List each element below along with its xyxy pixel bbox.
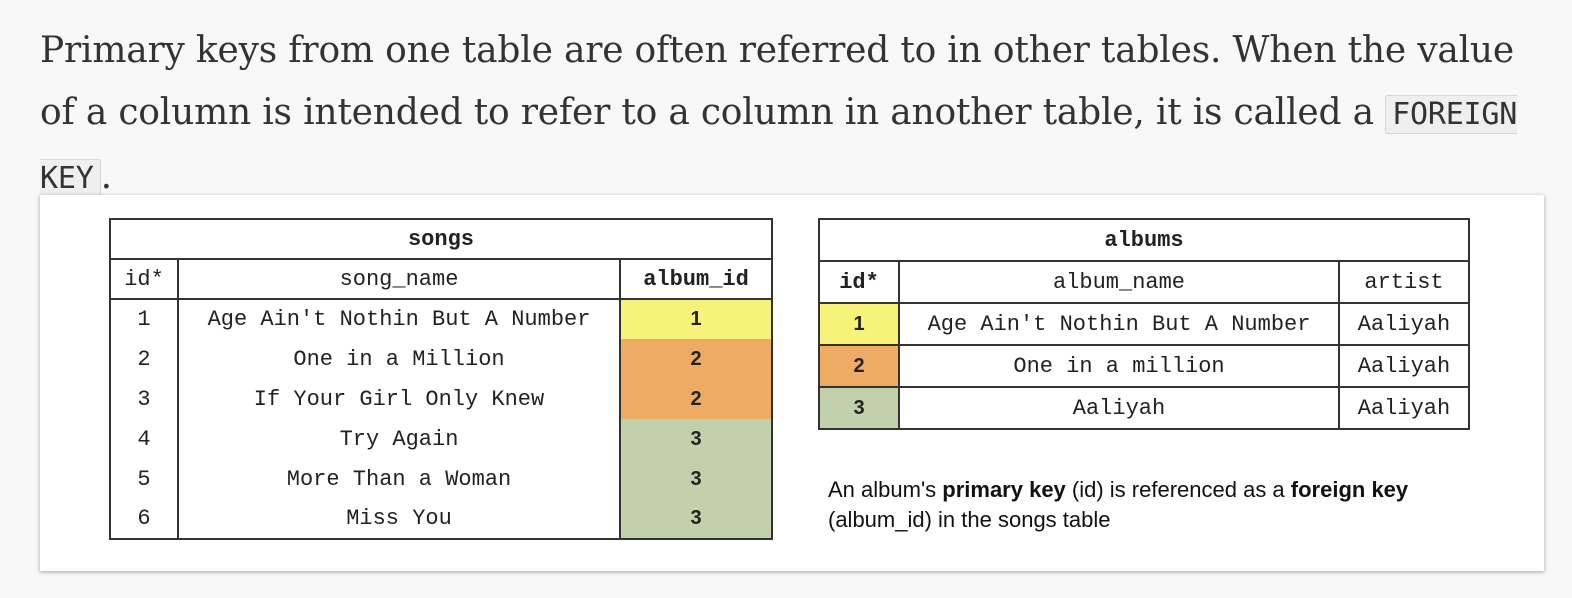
songs-cell-id: 1 (109, 298, 179, 339)
songs-cell-album-id: 3 (619, 419, 773, 459)
songs-cell-song-name: Miss You (177, 499, 621, 540)
songs-cell-id: 3 (109, 379, 179, 419)
songs-table-row: 2 One in a Million 2 (109, 339, 773, 379)
albums-table-row: 3 Aaliyah Aaliyah (818, 386, 1470, 430)
caption-text-3: (album_id) in the songs table (828, 507, 1111, 532)
songs-cell-id: 6 (109, 499, 179, 540)
songs-table-title: songs (109, 218, 773, 260)
albums-cell-album-name: Age Ain't Nothin But A Number (898, 302, 1340, 346)
songs-cell-album-id: 3 (619, 499, 773, 540)
albums-table-row: 2 One in a million Aaliyah (818, 344, 1470, 388)
songs-cell-album-id: 3 (619, 459, 773, 499)
albums-cell-id: 3 (818, 386, 900, 430)
songs-table-row: 1 Age Ain't Nothin But A Number 1 (109, 298, 773, 339)
albums-cell-artist: Aaliyah (1338, 344, 1470, 388)
albums-header-artist: artist (1338, 260, 1470, 304)
songs-cell-song-name: Age Ain't Nothin But A Number (177, 298, 621, 339)
songs-table-row: 4 Try Again 3 (109, 419, 773, 459)
songs-header-album-id: album_id (619, 258, 773, 300)
caption-text-1: An album's (828, 477, 943, 502)
songs-header-id: id* (109, 258, 179, 300)
albums-header-id: id* (818, 260, 900, 304)
songs-table-row: 3 If Your Girl Only Knew 2 (109, 379, 773, 419)
albums-cell-album-name: One in a million (898, 344, 1340, 388)
songs-cell-song-name: Try Again (177, 419, 621, 459)
songs-cell-song-name: One in a Million (177, 339, 621, 379)
albums-cell-album-name: Aaliyah (898, 386, 1340, 430)
songs-cell-song-name: If Your Girl Only Knew (177, 379, 621, 419)
songs-cell-song-name: More Than a Woman (177, 459, 621, 499)
songs-cell-id: 5 (109, 459, 179, 499)
songs-table: songs id* song_name album_id 1 Age Ain't … (109, 218, 773, 540)
intro-text-1: Primary keys from one table are often re… (40, 30, 1515, 133)
songs-cell-album-id: 2 (619, 339, 773, 379)
albums-header-album-name: album_name (898, 260, 1340, 304)
songs-cell-album-id: 1 (619, 298, 773, 339)
albums-table-body: 1 Age Ain't Nothin But A Number Aaliyah 2 On… (818, 302, 1470, 430)
albums-cell-artist: Aaliyah (1338, 386, 1470, 430)
albums-table-title: albums (818, 218, 1470, 262)
songs-table-row: 6 Miss You 3 (109, 499, 773, 540)
caption-bold-foreign-key: foreign key (1290, 477, 1409, 502)
songs-cell-album-id: 2 (619, 379, 773, 419)
figure-caption: An album's primary key (id) is reference… (828, 475, 1468, 535)
songs-cell-id: 2 (109, 339, 179, 379)
tables-figure: songs id* song_name album_id 1 Age Ain't … (40, 195, 1544, 571)
intro-text-2: . (100, 156, 112, 197)
intro-paragraph: Primary keys from one table are often re… (40, 20, 1540, 210)
songs-header-song-name: song_name (177, 258, 621, 300)
songs-table-body: 1 Age Ain't Nothin But A Number 1 2 One in a… (109, 298, 773, 540)
albums-cell-id: 2 (818, 344, 900, 388)
songs-cell-id: 4 (109, 419, 179, 459)
albums-cell-artist: Aaliyah (1338, 302, 1470, 346)
caption-text-2: (id) is referenced as a (1065, 477, 1291, 502)
caption-bold-primary-key: primary key (942, 477, 1066, 502)
songs-table-row: 5 More Than a Woman 3 (109, 459, 773, 499)
albums-table-row: 1 Age Ain't Nothin But A Number Aaliyah (818, 302, 1470, 346)
albums-table: albums id* album_name artist 1 Age Ain't … (818, 218, 1470, 430)
albums-cell-id: 1 (818, 302, 900, 346)
